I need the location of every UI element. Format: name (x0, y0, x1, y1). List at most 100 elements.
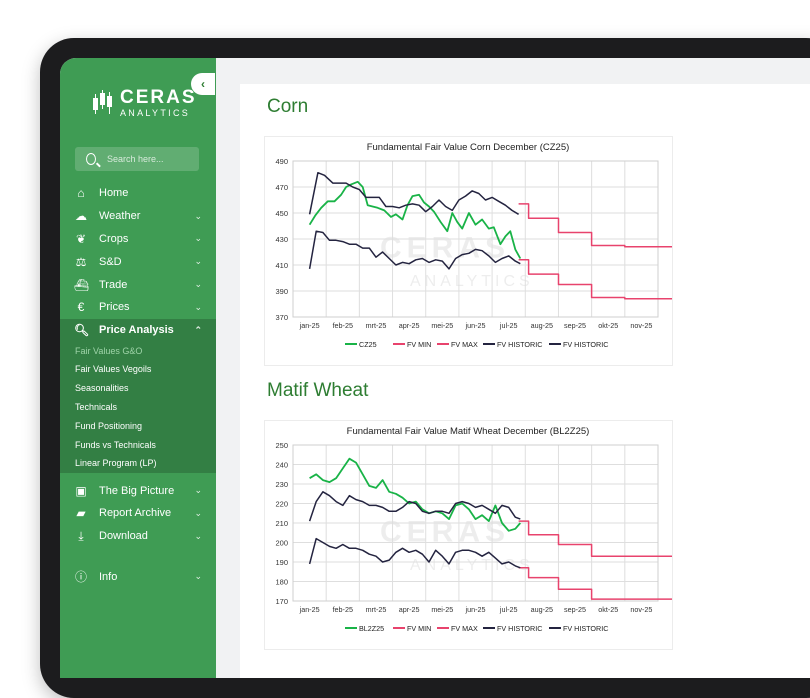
y-tick-label: 430 (275, 235, 288, 244)
series-line-fv-historic (308, 537, 521, 569)
x-tick-label: jan-25 (299, 321, 320, 330)
sidebar-item-weather[interactable]: ☁ Weather ⌄ (60, 205, 216, 228)
sidebar-item-home[interactable]: ⌂ Home (60, 182, 216, 205)
chevron-down-icon: ⌄ (194, 233, 202, 244)
legend-label: CZ25 (359, 340, 377, 349)
sidebar-item-price-analysis[interactable]: 🔍︎ Price Analysis ⌃ (60, 318, 216, 342)
sidebar-item-label: Download (99, 530, 148, 543)
sidebar-item-report-archive[interactable]: ▰ Report Archive ⌄ (60, 502, 216, 525)
legend-label: FV MIN (407, 340, 431, 349)
x-tick-label: sep-25 (564, 321, 586, 330)
euro-icon: € (77, 300, 85, 315)
folder-icon: ▰ (76, 506, 86, 521)
x-tick-label: jul-25 (499, 605, 518, 614)
chevron-down-icon: ⌄ (194, 210, 202, 221)
chevron-down-icon: ⌄ (194, 256, 202, 267)
x-tick-label: mei-25 (431, 605, 453, 614)
plot-area (292, 444, 659, 602)
sidebar-item-label: Report Archive (99, 507, 172, 520)
section-title-corn: Corn (267, 96, 309, 117)
sidebar-item-info[interactable]: ⓘ Info ⌄ (60, 566, 216, 589)
x-tick-label: jul-25 (499, 321, 518, 330)
chevron-up-icon: ⌃ (194, 324, 202, 335)
search-box[interactable] (75, 147, 199, 171)
weather-icon: ☁ (75, 209, 87, 224)
series-line-fv-historic (308, 171, 519, 215)
sidebar-item-label: Price Analysis (99, 324, 174, 337)
balance-scale-icon: ⚖ (75, 254, 87, 269)
y-tick-label: 200 (275, 539, 288, 548)
y-tick-label: 490 (275, 157, 288, 166)
watermark-subtitle: ANALYTICS (410, 273, 534, 290)
y-tick-label: 210 (275, 519, 288, 528)
y-tick-label: 180 (275, 578, 288, 587)
x-tick-label: aug-25 (531, 321, 553, 330)
sidebar-item-download[interactable]: ⤓ Download ⌄ (60, 525, 216, 548)
x-tick-label: jan-25 (299, 605, 320, 614)
sidebar-item-label: The Big Picture (99, 484, 175, 497)
sidebar-item-label: Home (99, 187, 129, 200)
collapse-sidebar-button[interactable]: ‹ (191, 73, 215, 95)
x-tick-label: aug-25 (531, 605, 553, 614)
submenu-item-technicals[interactable]: Technicals (75, 401, 118, 412)
sidebar: ‹ CERAS ANALYTICS ⌂ Home (60, 58, 216, 678)
series-line-cz25 (308, 180, 522, 259)
magnify-chart-icon: 🔍︎ (74, 323, 90, 338)
series-line-fv-min (518, 567, 672, 600)
watermark-name: CERAS (380, 232, 510, 265)
submenu-item-linear-program[interactable]: Linear Program (LP) (75, 458, 157, 469)
y-tick-label: 220 (275, 500, 288, 509)
sidebar-item-sd[interactable]: ⚖ S&D ⌄ (60, 250, 216, 273)
price-analysis-submenu: Fair Values G&O Fair Values Vegoils Seas… (60, 341, 216, 474)
search-input[interactable] (105, 153, 199, 165)
sidebar-item-trade[interactable]: ⛴ Trade ⌄ (60, 273, 216, 296)
legend-label: BL2Z25 (359, 624, 384, 633)
sidebar-item-big-picture[interactable]: ▣ The Big Picture ⌄ (60, 479, 216, 502)
sidebar-item-crops[interactable]: ❦ Crops ⌄ (60, 228, 216, 251)
plot-area (292, 160, 659, 318)
download-icon: ⤓ (78, 528, 84, 543)
section-title-matif-wheat: Matif Wheat (267, 380, 369, 401)
wheat-chart-card: Fundamental Fair Value Matif Wheat Decem… (264, 420, 673, 650)
x-tick-label: apr-25 (399, 321, 420, 330)
submenu-item-fair-values-vegoils[interactable]: Fair Values Vegoils (75, 364, 152, 375)
legend-label: FV MAX (451, 624, 478, 633)
x-tick-label: okt-25 (598, 321, 618, 330)
y-tick-label: 230 (275, 480, 288, 489)
legend-label: FV HISTORIC (563, 340, 608, 349)
submenu-item-seasonalities[interactable]: Seasonalities (75, 383, 129, 394)
search-icon (86, 153, 96, 165)
x-tick-label: nov-25 (630, 321, 652, 330)
x-tick-label: sep-25 (564, 605, 586, 614)
submenu-item-fund-positioning[interactable]: Fund Positioning (75, 420, 143, 431)
x-tick-label: feb-25 (333, 321, 353, 330)
sidebar-item-label: Weather (99, 210, 141, 223)
series-line-bl2z25 (309, 457, 521, 532)
x-tick-label: apr-25 (399, 605, 420, 614)
sidebar-nav: ⌂ Home ☁ Weather ⌄ ❦ Crops ⌄ ⚖ S&D ⌄ ⛴ T… (60, 182, 216, 588)
y-tick-label: 470 (275, 183, 288, 192)
y-tick-label: 250 (275, 441, 288, 450)
chart-title: Fundamental Fair Value Corn December (CZ… (367, 142, 570, 153)
ship-icon: ⛴ (74, 277, 90, 292)
main-content: Corn Fundamental Fair Value Corn Decembe… (240, 84, 810, 678)
series-line-fv-historic (308, 491, 521, 522)
chevron-down-icon: ⌄ (194, 507, 202, 518)
x-tick-label: mrt-25 (366, 321, 387, 330)
chevron-down-icon: ⌄ (194, 485, 202, 496)
corn-chart-card: Fundamental Fair Value Corn December (CZ… (264, 136, 673, 366)
x-tick-label: mrt-25 (366, 605, 387, 614)
y-tick-label: 170 (275, 597, 288, 606)
logo[interactable]: CERAS ANALYTICS (92, 88, 197, 118)
submenu-item-funds-vs-technicals[interactable]: Funds vs Technicals (75, 439, 156, 450)
chevron-down-icon: ⌄ (194, 571, 202, 582)
sidebar-item-label: Trade (99, 278, 128, 291)
chevron-down-icon: ⌄ (194, 530, 202, 541)
legend-label: FV MIN (407, 624, 431, 633)
submenu-item-fair-values-go[interactable]: Fair Values G&O (75, 345, 143, 356)
corn-fair-value-chart: Fundamental Fair Value Corn December (CZ… (275, 142, 672, 349)
sprout-icon: ❦ (75, 231, 87, 246)
sidebar-item-prices[interactable]: € Prices ⌄ (60, 296, 216, 319)
info-icon: ⓘ (74, 570, 87, 585)
wheat-fair-value-chart: Fundamental Fair Value Matif Wheat Decem… (275, 426, 672, 633)
